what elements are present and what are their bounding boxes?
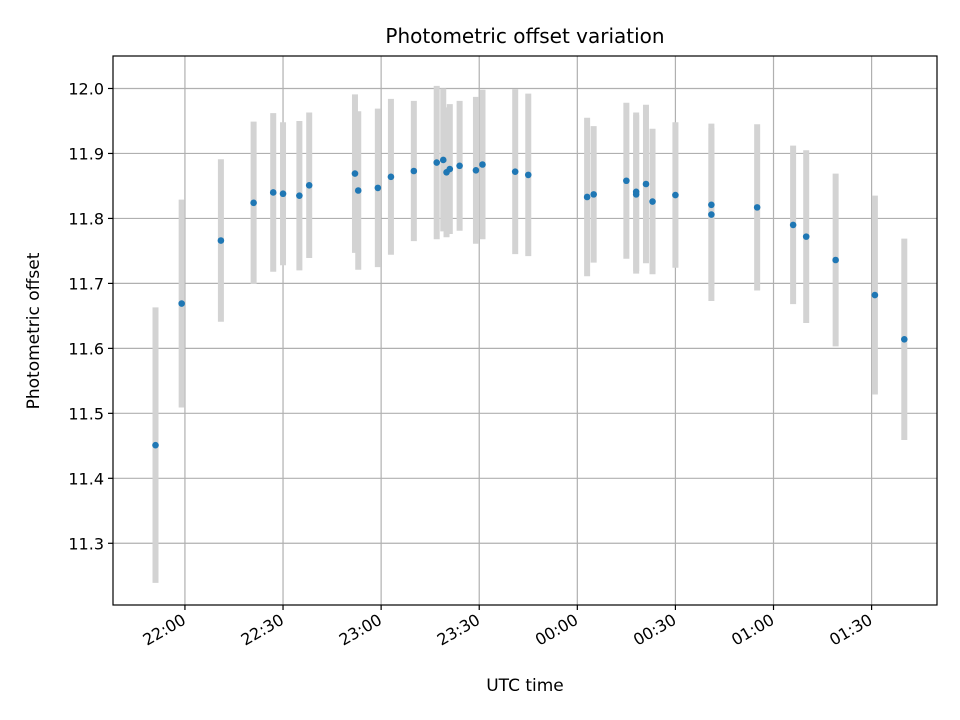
data-point: [649, 198, 656, 205]
data-point: [296, 192, 303, 199]
y-tick-label: 11.6: [68, 339, 104, 358]
data-point: [708, 201, 715, 209]
data-point: [269, 189, 277, 196]
data-point: [456, 162, 463, 170]
data-point: [672, 191, 679, 199]
data-point: [642, 180, 650, 188]
data-point: [901, 335, 908, 343]
y-tick-label: 11.8: [68, 209, 104, 228]
data-point: [802, 233, 810, 240]
data-points: [152, 156, 908, 449]
data-point: [439, 156, 447, 164]
data-point: [472, 167, 480, 174]
data-point: [479, 161, 486, 168]
data-point: [623, 177, 630, 185]
y-tick-label: 11.9: [68, 144, 104, 163]
data-point: [152, 441, 159, 449]
data-point: [632, 188, 640, 196]
y-axis-label: Photometric offset: [24, 252, 44, 409]
plot-area: [112, 55, 938, 606]
data-point: [354, 187, 362, 194]
data-point: [387, 173, 395, 181]
data-point: [753, 204, 761, 211]
data-point: [708, 211, 715, 218]
chart-title: Photometric offset variation: [385, 24, 664, 48]
data-point: [374, 184, 382, 192]
data-point: [832, 256, 839, 264]
y-tick-label: 11.5: [68, 404, 104, 423]
y-tick-label: 12.0: [68, 79, 104, 98]
data-point: [583, 193, 591, 201]
data-point: [524, 171, 532, 179]
data-point: [446, 165, 454, 173]
data-point: [250, 199, 257, 207]
data-point: [305, 181, 313, 189]
axes-frame: [112, 55, 938, 606]
data-point: [871, 291, 879, 299]
data-point: [789, 221, 797, 229]
y-tick-label: 11.7: [68, 274, 104, 293]
x-axis-label: UTC time: [486, 676, 564, 696]
data-point: [511, 168, 519, 175]
data-point: [433, 159, 441, 166]
data-point: [590, 191, 597, 198]
data-point: [351, 170, 359, 177]
grid: [113, 56, 937, 605]
data-point: [217, 237, 225, 244]
y-tick-label: 11.3: [68, 534, 104, 553]
data-point: [410, 167, 418, 175]
data-point: [279, 190, 287, 198]
y-axis-ticks: 11.3 11.4 11.5 11.6 11.7 11.8 11.9 12.0: [68, 79, 113, 553]
y-tick-label: 11.4: [68, 469, 104, 488]
data-point: [178, 300, 185, 307]
